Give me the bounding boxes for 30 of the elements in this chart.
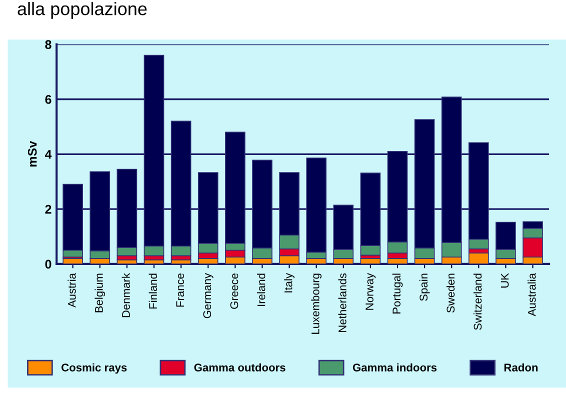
y-tick-label: 8 xyxy=(45,40,52,49)
x-tick-label: France xyxy=(176,273,184,307)
legend-label: Gamma indoors xyxy=(352,363,437,372)
x-tick-label: Ireland xyxy=(257,274,266,306)
bar xyxy=(468,252,489,264)
x-tick-label: Finland xyxy=(148,274,157,309)
x-tick-label: Sweden xyxy=(446,274,455,313)
y-tick-label: 2 xyxy=(45,204,52,214)
x-tick-label: Italy xyxy=(284,273,294,292)
chart-title: alla popolazione xyxy=(18,2,147,19)
x-tick-label: Luxembourg xyxy=(311,274,322,334)
legend-label: Cosmic rays xyxy=(62,363,127,374)
x-tick-label: Denmark xyxy=(122,272,130,318)
x-tick-label: Austria xyxy=(68,272,76,308)
x-tick-label: Netherlands xyxy=(338,273,346,332)
y-tick-label: 0 xyxy=(45,260,52,269)
y-axis-title: mSv xyxy=(28,141,37,167)
legend-label: Radon xyxy=(504,363,538,372)
x-tick-label: Portugal xyxy=(392,274,403,314)
x-tick-label: UK xyxy=(500,273,509,288)
x-tick-label: Switzerland xyxy=(473,274,482,330)
x-tick-label: Norway xyxy=(366,273,376,310)
x-tick-label: Greece xyxy=(230,273,238,309)
y-tick-label: 6 xyxy=(45,95,52,104)
legend-label: Gamma outdoors xyxy=(194,363,286,372)
x-tick-label: Belgium xyxy=(94,274,106,312)
x-tick-label: Australia xyxy=(528,272,536,316)
x-tick-label: Germany xyxy=(203,273,214,318)
x-tick-label: Spain xyxy=(419,274,430,301)
y-tick-label: 4 xyxy=(44,150,52,159)
